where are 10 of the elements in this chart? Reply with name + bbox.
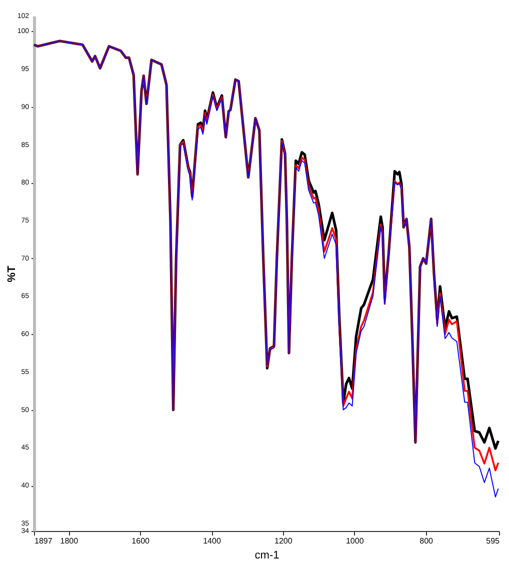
x-tick-label: 800	[420, 536, 434, 546]
x-tick-label: 1400	[203, 536, 222, 546]
x-tick-label: 1600	[132, 536, 150, 546]
y-axis-title: %T	[6, 265, 18, 282]
x-tick-label: 1897	[34, 536, 53, 546]
x-tick-label: 1800	[60, 536, 79, 546]
x-tick-label: 595	[486, 536, 500, 546]
x-axis-title: cm-1	[254, 550, 280, 562]
x-tick-label: 1200	[274, 536, 293, 546]
x-tick-label: 1000	[346, 536, 364, 546]
